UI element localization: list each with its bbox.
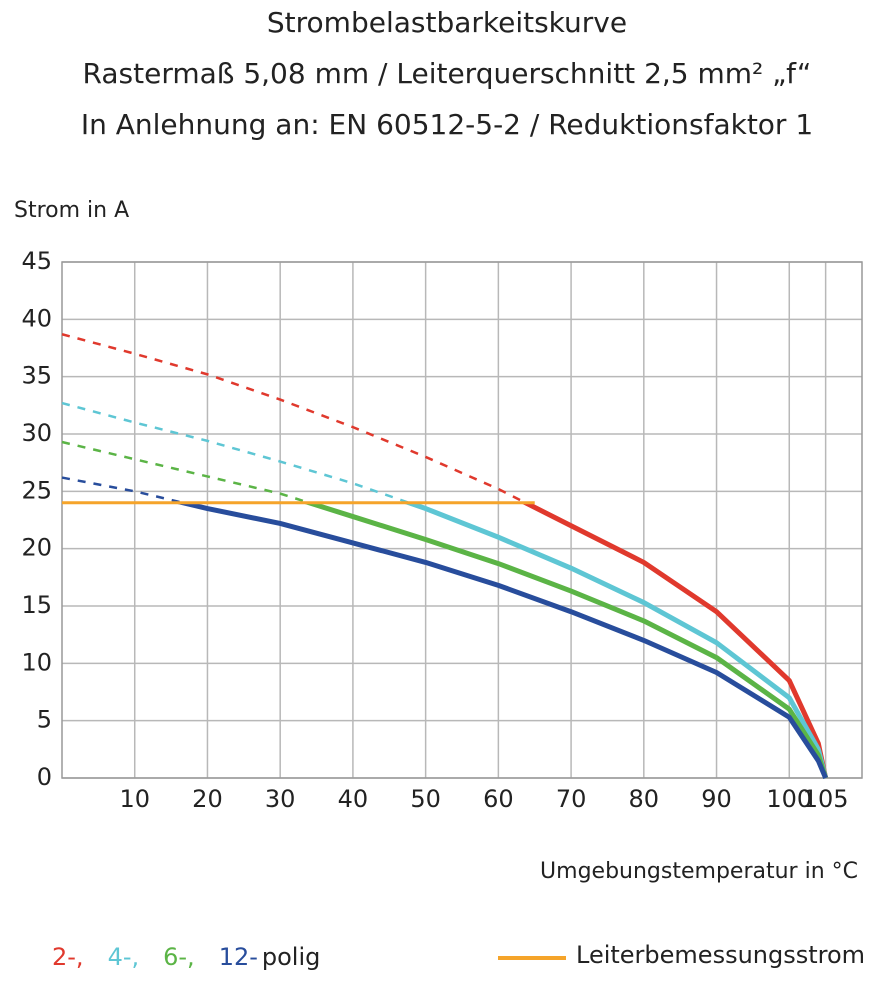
- series-line: [401, 502, 829, 779]
- series-line-dashed: [61, 401, 413, 503]
- y-tick-label: 45: [21, 247, 52, 275]
- series-line: [520, 502, 829, 779]
- legend-label: polig: [262, 943, 321, 971]
- series-line-dashed: [61, 333, 529, 503]
- chart-title: Strombelastbarkeitskurve: [267, 6, 627, 39]
- legend-label: 12-: [219, 943, 258, 971]
- y-tick-label: 0: [37, 763, 52, 791]
- x-tick-label: 105: [803, 785, 849, 813]
- x-tick-label: 40: [338, 785, 369, 813]
- chart-subtitle: In Anlehnung an: EN 60512-5-2 / Reduktio…: [81, 108, 813, 141]
- chart-subtitle: Rastermaß 5,08 mm / Leiterquerschnitt 2,…: [83, 57, 812, 90]
- y-tick-label: 20: [21, 534, 52, 562]
- y-tick-label: 35: [21, 362, 52, 390]
- series-line: [300, 502, 829, 779]
- y-tick-label: 40: [21, 304, 52, 332]
- x-axis-label: Umgebungstemperatur in °C: [540, 859, 858, 884]
- x-tick-label: 70: [556, 785, 587, 813]
- legend-label: 2-,: [52, 943, 84, 971]
- y-tick-label: 5: [37, 706, 52, 734]
- legend-label: Leiterbemessungsstrom: [576, 941, 865, 969]
- x-tick-label: 60: [483, 785, 514, 813]
- x-tick-label: 80: [629, 785, 660, 813]
- series-line-dashed: [61, 476, 189, 503]
- series-line-dashed: [61, 440, 314, 503]
- y-tick-label: 10: [21, 648, 52, 676]
- legend-label: 6-,: [163, 943, 195, 971]
- x-tick-label: 90: [701, 785, 732, 813]
- y-axis-label: Strom in A: [14, 198, 129, 223]
- y-tick-label: 25: [21, 476, 52, 504]
- y-tick-label: 30: [21, 419, 52, 447]
- legend-label: 4-,: [108, 943, 140, 971]
- x-tick-label: 20: [192, 785, 223, 813]
- plot-frame: [61, 261, 863, 779]
- x-tick-label: 50: [410, 785, 441, 813]
- x-tick-label: 10: [119, 785, 150, 813]
- x-tick-label: 100: [766, 785, 812, 813]
- y-tick-label: 15: [21, 591, 52, 619]
- x-tick-label: 30: [265, 785, 296, 813]
- series-line: [172, 502, 828, 779]
